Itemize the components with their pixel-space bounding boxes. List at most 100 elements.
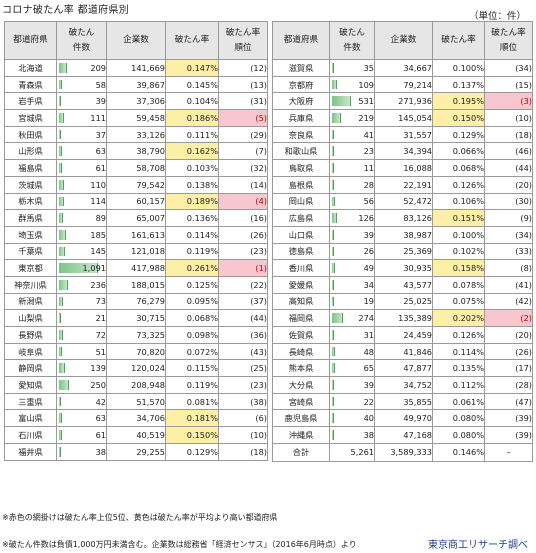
count-value: 56 <box>363 196 374 207</box>
table-row: 秋田県 37 33,126 0.111% (29) <box>4 125 268 144</box>
rate-rank: (39) <box>484 426 533 444</box>
count-bar <box>332 330 334 340</box>
rate-rank: (22) <box>218 275 268 294</box>
header-count: 破たん 件数 <box>56 21 107 60</box>
rank-value: (23) <box>250 379 267 390</box>
count-bar <box>59 430 62 440</box>
count-bar <box>332 363 335 374</box>
table-row: 石川県 61 40,519 0.150% (10) <box>4 426 268 444</box>
rank-value: (18) <box>515 129 532 140</box>
bankruptcy-rate: 0.202% <box>432 309 485 327</box>
count-value: 126 <box>358 213 374 224</box>
pref-name: 神奈川県 <box>4 275 57 294</box>
rate-rank: (12) <box>218 59 268 77</box>
company-count: 41,846 <box>374 342 433 361</box>
count-value: 72 <box>95 329 106 340</box>
bankruptcy-rate: 0.098% <box>165 326 219 344</box>
bankruptcy-rate: 0.135% <box>432 359 485 378</box>
count-value: 61 <box>95 429 106 440</box>
count-bar <box>332 63 334 73</box>
count-bar <box>332 213 337 223</box>
table-row: 茨城県 110 79,542 0.138% (14) <box>4 175 268 194</box>
count-bar <box>332 163 334 173</box>
count-value: 1,091 <box>82 263 106 274</box>
pref-name: 滋賀県 <box>272 59 330 77</box>
count-bar <box>59 363 65 374</box>
pref-name: 長野県 <box>4 326 57 344</box>
bankruptcy-count: 114 <box>56 192 107 211</box>
rank-value: (7) <box>255 146 267 157</box>
table-row: 佐賀県 31 24,459 0.126% (20) <box>272 326 533 344</box>
bankruptcy-rate: 0.061% <box>432 392 485 411</box>
pref-name: 愛媛県 <box>272 275 330 294</box>
total-label: 合計 <box>272 442 330 462</box>
rate-rank: (2) <box>484 309 533 327</box>
count-value: 219 <box>358 112 374 123</box>
rate-rank: (16) <box>218 209 268 227</box>
bankruptcy-count: 145 <box>56 242 107 261</box>
rate-rank: (20) <box>484 175 533 194</box>
bankruptcy-count: 48 <box>329 342 375 361</box>
company-count: 135,389 <box>374 309 433 327</box>
company-count: 43,577 <box>374 275 433 294</box>
company-count: 120,024 <box>106 359 166 378</box>
bankruptcy-rate: 0.095% <box>165 292 219 311</box>
count-bar <box>59 380 69 390</box>
rank-value: (38) <box>250 396 267 407</box>
rate-rank: (13) <box>218 75 268 94</box>
bankruptcy-count: 56 <box>329 192 375 211</box>
pref-name: 沖縄県 <box>272 426 330 444</box>
pref-name: 秋田県 <box>4 125 57 144</box>
source-credit: 東京商工リサーチ調べ <box>428 540 528 551</box>
table-row: 沖縄県 38 47,168 0.080% (39) <box>272 426 533 444</box>
count-bar <box>332 129 334 140</box>
pref-name: 大分県 <box>272 376 330 394</box>
count-value: 48 <box>363 346 374 357</box>
pref-name: 山形県 <box>4 142 57 161</box>
count-bar <box>332 380 334 390</box>
bankruptcy-rate: 0.104% <box>165 92 219 111</box>
rate-rank: (46) <box>484 142 533 161</box>
rank-value: (30) <box>515 196 532 207</box>
company-count: 141,669 <box>106 59 166 77</box>
count-value: 63 <box>95 413 106 424</box>
table-row: 新潟県 73 76,279 0.095% (37) <box>4 292 268 311</box>
count-bar <box>59 263 98 273</box>
company-count: 37,306 <box>106 92 166 111</box>
company-count: 47,168 <box>374 426 433 444</box>
company-count: 271,936 <box>374 92 433 111</box>
count-bar <box>59 179 64 190</box>
rank-value: (44) <box>250 313 267 324</box>
rank-value: (28) <box>515 379 532 390</box>
rank-value: (16) <box>250 213 267 224</box>
table-row: 和歌山県 23 34,394 0.066% (46) <box>272 142 533 161</box>
bankruptcy-rate: 0.125% <box>165 275 219 294</box>
footnote-source: ※破たん件数は負債1,000万円未満含む。企業数は総務省「経済センサス」（201… <box>2 540 357 549</box>
table-row: 愛知県 250 208,948 0.119% (23) <box>4 376 268 394</box>
rate-rank: (1) <box>218 259 268 277</box>
pref-name: 山口県 <box>272 225 330 244</box>
rank-value: (39) <box>515 413 532 424</box>
rate-rank: (33) <box>484 242 533 261</box>
pref-name: 埼玉県 <box>4 225 57 244</box>
count-bar <box>59 296 63 307</box>
bankruptcy-rate: 0.066% <box>432 142 485 161</box>
rate-rank: (26) <box>218 225 268 244</box>
rank-value: (9) <box>520 213 532 224</box>
rank-value: (46) <box>515 146 532 157</box>
total-rate: 0.146% <box>432 442 485 462</box>
bankruptcy-count: 126 <box>329 209 375 227</box>
table-row: 岡山県 56 52,472 0.106% (30) <box>272 192 533 211</box>
table-row: 大分県 39 34,752 0.112% (28) <box>272 376 533 394</box>
bankruptcy-count: 58 <box>56 75 107 94</box>
count-value: 209 <box>90 62 106 73</box>
count-value: 61 <box>95 162 106 173</box>
bankruptcy-count: 250 <box>56 376 107 394</box>
count-value: 22 <box>363 396 374 407</box>
pref-name: 福島県 <box>4 159 57 177</box>
rank-value: (39) <box>515 429 532 440</box>
count-value: 35 <box>363 62 374 73</box>
bankruptcy-rate: 0.147% <box>165 59 219 77</box>
table-row: 鳥取県 11 16,088 0.068% (44) <box>272 159 533 177</box>
bankruptcy-rate: 0.068% <box>165 309 219 327</box>
